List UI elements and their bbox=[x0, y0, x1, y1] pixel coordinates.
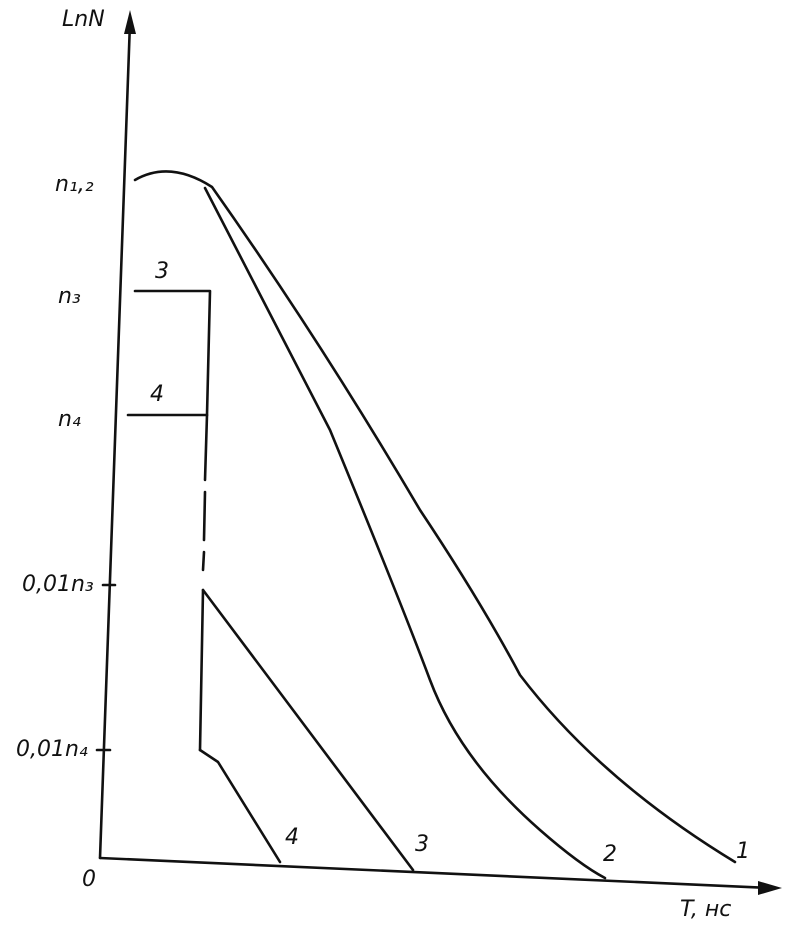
x-axis-label: T, нс bbox=[680, 897, 731, 922]
curve-2 bbox=[205, 188, 605, 878]
vertical-drop bbox=[200, 590, 203, 750]
x-axis-arrow bbox=[758, 881, 782, 895]
y-level-label: 0,01n₃ bbox=[22, 572, 94, 597]
diagram: LnN T, нс 0 n₁,₂ n₃ n₄ 0,01n₃ 0,01n₄ 3 4… bbox=[0, 0, 800, 938]
curve-3 bbox=[203, 590, 413, 870]
curve-4 bbox=[200, 750, 280, 862]
x-axis bbox=[100, 858, 770, 888]
y-level-label: n₃ bbox=[58, 284, 81, 309]
y-axis bbox=[100, 22, 130, 858]
y-axis-arrow bbox=[124, 10, 136, 34]
curve-1 bbox=[135, 171, 735, 862]
level-label: 4 bbox=[150, 382, 164, 407]
y-level-label: n₁,₂ bbox=[55, 172, 94, 197]
curve-label: 4 bbox=[285, 825, 299, 850]
dashed-drop bbox=[203, 492, 205, 570]
y-level-label: 0,01n₄ bbox=[16, 737, 88, 762]
curve-label: 2 bbox=[603, 842, 617, 867]
level-3 bbox=[135, 291, 210, 480]
y-axis-label: LnN bbox=[62, 7, 105, 32]
origin-label: 0 bbox=[82, 867, 96, 892]
curve-label: 1 bbox=[736, 839, 750, 864]
y-level-label: n₄ bbox=[58, 407, 81, 432]
curve-label: 3 bbox=[415, 832, 429, 857]
level-label: 3 bbox=[155, 259, 169, 284]
